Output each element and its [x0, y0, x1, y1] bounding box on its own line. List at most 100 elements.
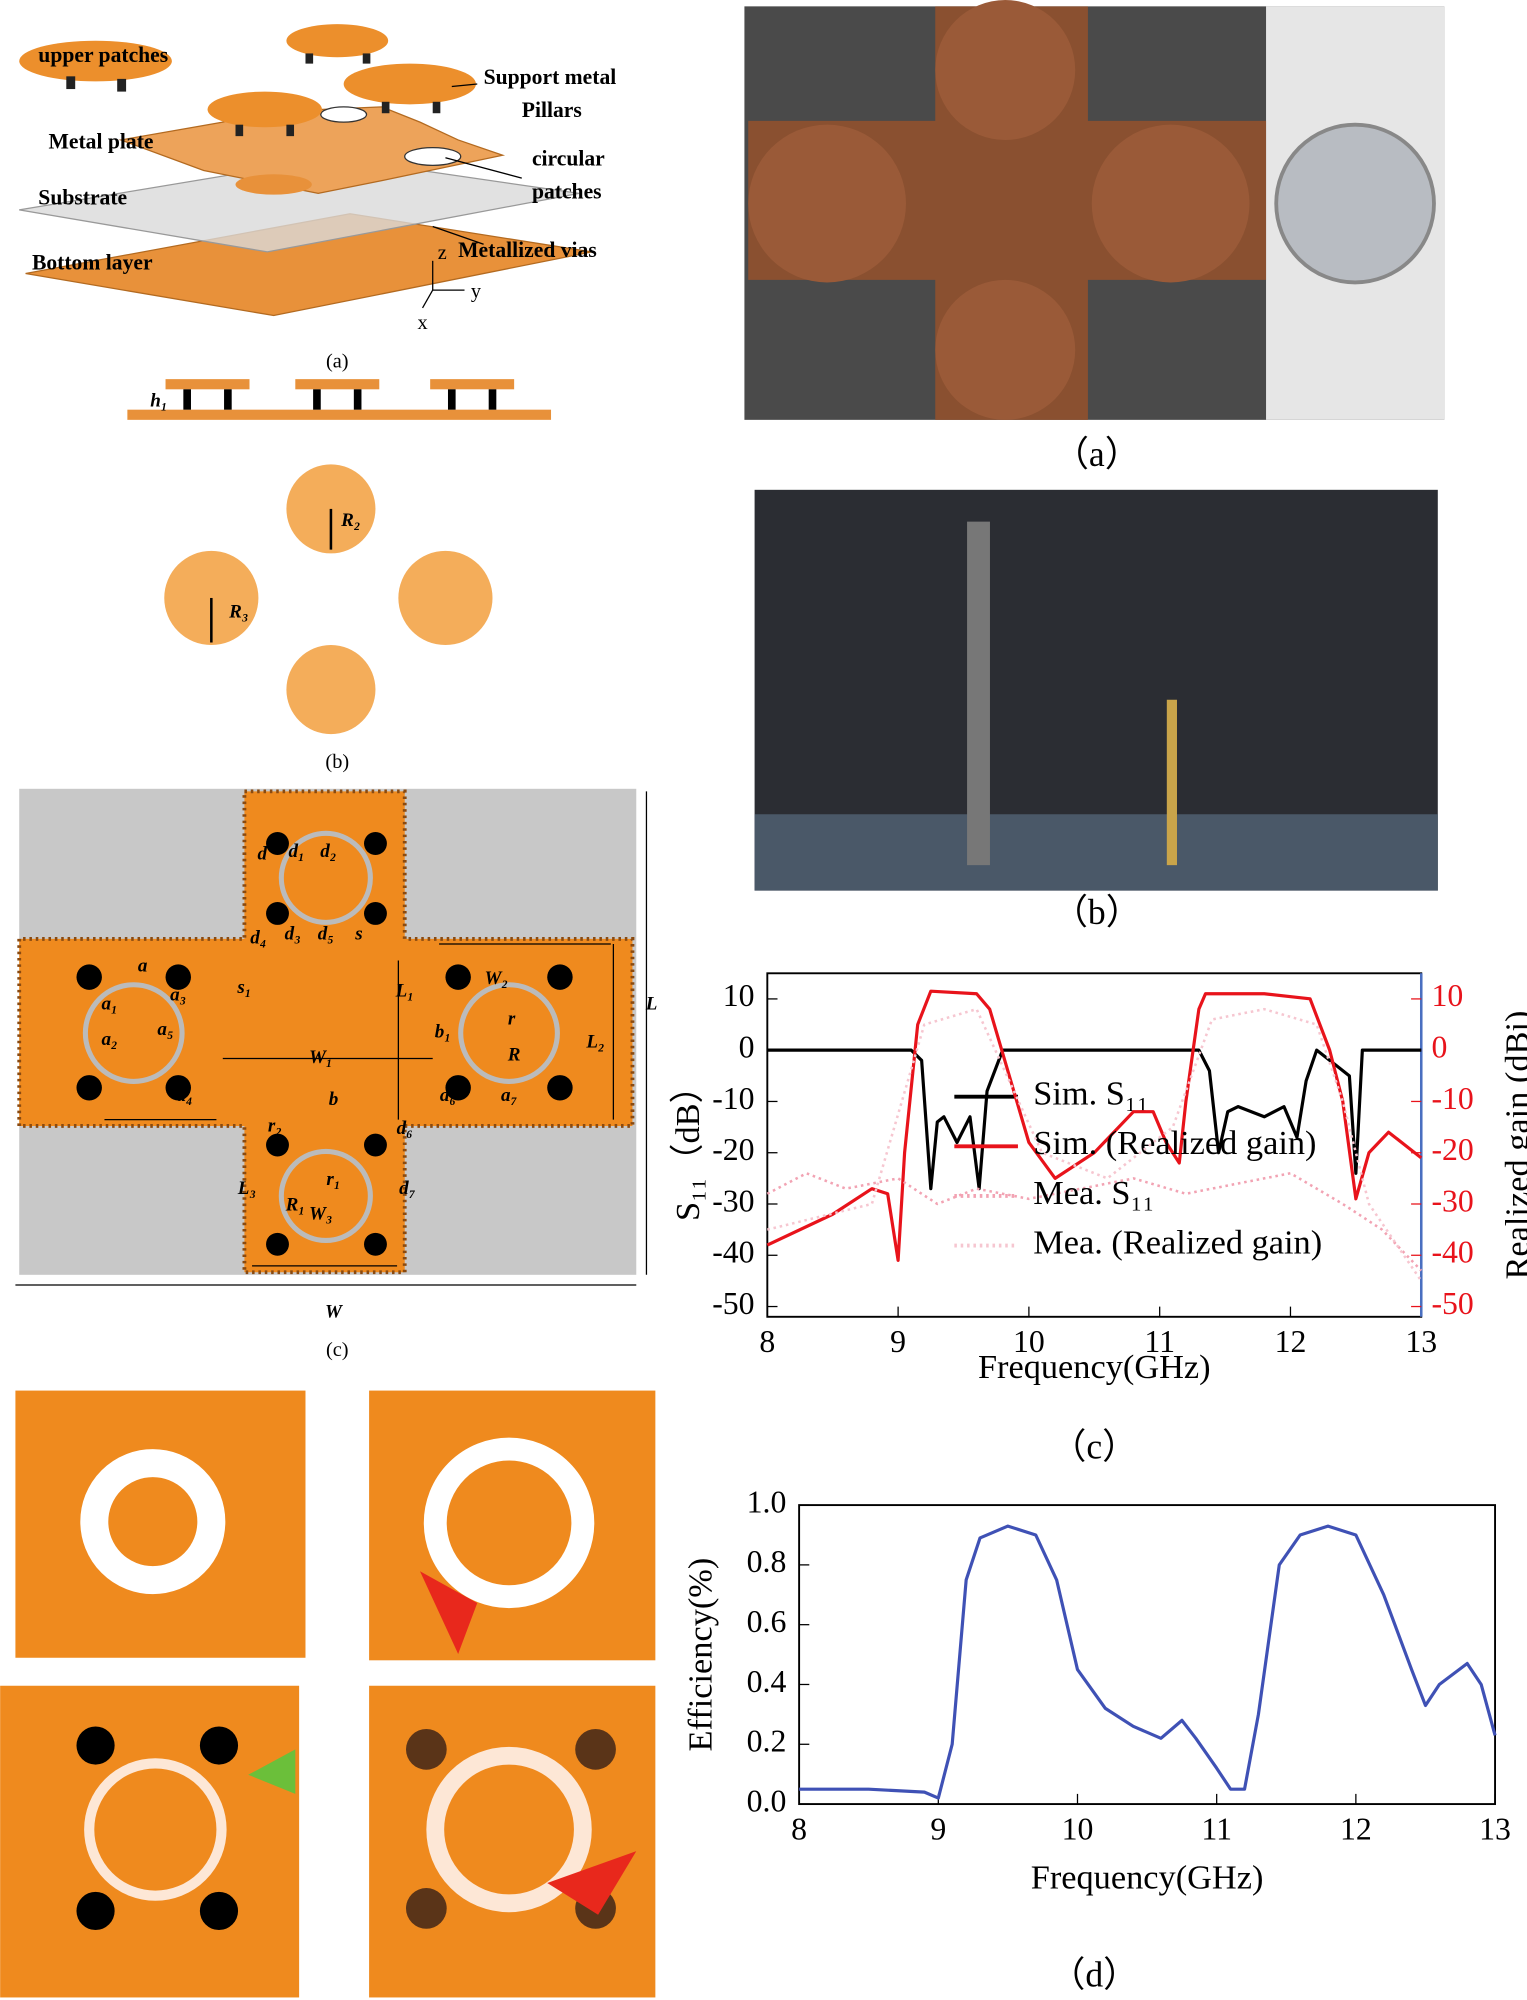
x-tick-label: 9: [890, 1324, 906, 1359]
dim-label: d₆: [397, 1118, 413, 1139]
y2-tick-label: 0: [1431, 1029, 1447, 1064]
caption: （b）: [1052, 892, 1141, 932]
dim-label: b₁: [435, 1021, 451, 1042]
x-tick-label: 8: [759, 1324, 775, 1359]
dim-label: L₁: [395, 981, 414, 1002]
series-line: [799, 1524, 1497, 1800]
y2-tick-label: -50: [1431, 1286, 1473, 1321]
part-label: Bottom layer: [32, 251, 153, 275]
y-tick-label: 10: [723, 978, 755, 1013]
series-line: [766, 989, 1423, 1263]
y-tick-label: -10: [712, 1081, 754, 1116]
y-tick-label: -30: [712, 1183, 754, 1218]
dim-label: d₃: [285, 923, 301, 944]
part-label: Metal plate: [48, 130, 153, 154]
legend-label: Mea. (Realized gain): [1033, 1223, 1322, 1261]
y-axis-title: Efficiency(%): [682, 1558, 720, 1752]
axis-label: z: [438, 242, 447, 264]
y-tick-label: 0.8: [747, 1544, 787, 1579]
dim-label: a₅: [157, 1019, 173, 1040]
caption: (a): [326, 350, 349, 372]
y2-tick-label: -30: [1431, 1183, 1473, 1218]
part-label: Substrate: [38, 186, 127, 210]
x-tick-label: 11: [1144, 1324, 1175, 1359]
caption: （a）: [1053, 434, 1140, 474]
x-tick-label: 12: [1340, 1811, 1372, 1846]
top-view: [15, 788, 648, 1286]
y-tick-label: -40: [712, 1235, 754, 1270]
part-label: Pillars: [522, 98, 582, 122]
dim-label: r: [508, 1009, 516, 1030]
part-label: upper patches: [38, 43, 168, 67]
dim-label: L: [645, 993, 658, 1014]
dim-label: d₂: [320, 841, 336, 862]
y-tick-label: 0.6: [747, 1604, 787, 1639]
caption: （d）: [1050, 1955, 1139, 1995]
y-axis-title: S₁₁（dB）: [669, 1069, 707, 1221]
part-label: Support metal: [484, 65, 617, 89]
dim-label: a₃: [170, 985, 186, 1006]
y-tick-label: -20: [712, 1132, 754, 1167]
caption: (c): [326, 1339, 349, 1361]
current-distribution: [0, 1390, 656, 1998]
series-line: [767, 1048, 1422, 1191]
legend-label: Sim. (Realized gain): [1033, 1124, 1316, 1162]
dim-label: R₁: [285, 1194, 305, 1215]
y2-tick-label: -40: [1431, 1235, 1473, 1270]
dim-label: a₁: [101, 993, 117, 1014]
part-label: circular: [532, 146, 605, 170]
caption: (b): [325, 751, 349, 773]
dim-label: W₃: [309, 1203, 333, 1224]
axis-label: x: [417, 312, 427, 334]
dim-label: L₂: [585, 1032, 604, 1053]
caption: （c）: [1051, 1427, 1138, 1467]
dim-label: R₃: [228, 602, 248, 623]
y-tick-label: 0.4: [747, 1664, 787, 1699]
x-tick-label: 13: [1479, 1811, 1511, 1846]
dim-label: a₇: [501, 1085, 518, 1106]
dim-label: d₁: [288, 841, 304, 862]
x-tick-label: 8: [791, 1811, 807, 1846]
x-tick-label: 11: [1201, 1811, 1232, 1846]
dim-label: r₁: [326, 1169, 340, 1190]
side-view: [127, 379, 552, 735]
dim-label: R: [507, 1044, 521, 1065]
dim-label: s: [354, 923, 362, 944]
plot-frame: [798, 1504, 1497, 1806]
dim-label: h₁: [150, 390, 167, 411]
series-line: [767, 1007, 1423, 1282]
axis-label: y: [471, 280, 482, 302]
y-tick-label: 0.0: [747, 1783, 787, 1818]
dim-label: s₁: [236, 977, 251, 998]
y2-axis-title: Realized gain (dBi): [1498, 1011, 1527, 1280]
dim-label: L₃: [237, 1178, 256, 1199]
y-tick-label: -50: [712, 1286, 754, 1321]
x-tick-label: 10: [1013, 1324, 1045, 1359]
exploded-view: [19, 24, 592, 317]
dim-label: r₂: [268, 1116, 282, 1137]
dim-label: d₇: [399, 1178, 416, 1199]
y-tick-label: 0: [739, 1029, 755, 1064]
legend-label: Sim. S₁₁: [1033, 1075, 1149, 1113]
dim-label: W₂: [485, 968, 509, 989]
dim-label: b: [329, 1089, 339, 1110]
dim-label: a₂: [101, 1029, 117, 1050]
photo-prototype: [744, 0, 1445, 420]
y-tick-label: 1.0: [747, 1484, 787, 1519]
x-axis-title: Frequency(GHz): [978, 1348, 1211, 1386]
legend-label: Mea. S₁₁: [1033, 1174, 1154, 1212]
dim-label: W: [325, 1301, 344, 1322]
dim-label: d₅: [318, 923, 334, 944]
dim-label: a₄: [177, 1085, 193, 1106]
dim-label: W₁: [309, 1047, 333, 1068]
y2-tick-label: -10: [1431, 1081, 1473, 1116]
x-tick-label: 10: [1062, 1811, 1094, 1846]
y2-tick-label: -20: [1431, 1132, 1473, 1167]
part-label: Metallized vias: [458, 238, 597, 262]
dim-label: a: [138, 955, 148, 976]
x-tick-label: 9: [930, 1811, 946, 1846]
dim-label: a₆: [440, 1085, 456, 1106]
x-tick-label: 12: [1275, 1324, 1307, 1359]
